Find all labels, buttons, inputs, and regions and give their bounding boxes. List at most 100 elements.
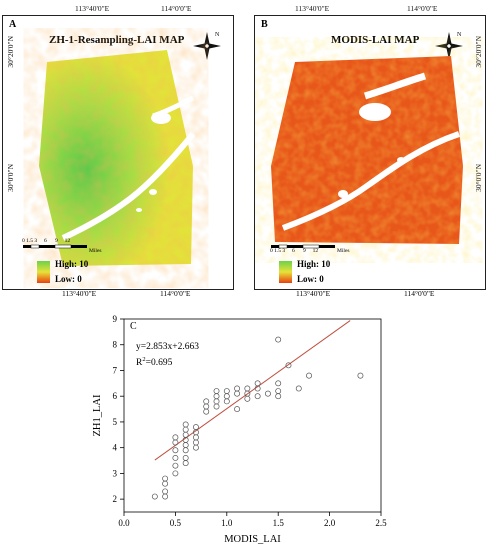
data-point — [172, 462, 179, 469]
legend-low-label: Low: 0 — [297, 274, 324, 284]
data-point — [162, 493, 169, 500]
scale-bar — [23, 244, 87, 249]
scale-tick-labels: 0 1.5 3 6 9 12 — [22, 238, 71, 244]
x-tick-label: 1.0 — [221, 518, 233, 528]
data-point — [182, 431, 189, 438]
plot-frame — [123, 318, 382, 513]
data-point — [162, 480, 169, 487]
data-point — [213, 388, 220, 395]
y-tick-label: 9 — [113, 314, 118, 324]
data-point — [182, 460, 189, 467]
panel-letter: B — [261, 19, 268, 30]
scatter-chart: 0.0 0.5 1.0 1.5 2.0 2.5 2 3 4 5 6 7 8 9 Cy=2.853x+2.66… — [92, 314, 387, 545]
data-point — [275, 336, 282, 343]
data-point — [182, 426, 189, 433]
lai-map-raster-b — [271, 56, 463, 244]
data-point — [223, 388, 230, 395]
y-tick-label: 7 — [113, 365, 118, 375]
top-longitude-label: 113°40'0"E — [75, 4, 110, 13]
y-tick-label: 6 — [113, 391, 118, 401]
scale-bar — [271, 244, 335, 249]
map-panel-a: 113°40'0"E 114°0'0"E 30°20'0"N 30°0'0"N … — [2, 4, 234, 290]
data-point — [203, 398, 210, 405]
data-point — [213, 403, 220, 410]
data-point — [223, 398, 230, 405]
data-point — [172, 434, 179, 441]
data-point — [172, 455, 179, 461]
x-axis-label: MODIS_LAI — [224, 534, 281, 545]
data-point — [193, 424, 199, 431]
panel-letter: A — [9, 19, 17, 30]
lai-map-raster-a — [39, 50, 196, 266]
map-title: MODIS-LAI MAP — [331, 34, 420, 46]
y-tick-label: 4 — [113, 443, 118, 453]
data-point — [306, 372, 312, 379]
data-point — [275, 393, 282, 400]
data-point — [213, 398, 220, 405]
map-title: ZH-1-Resampling-LAI MAP — [49, 34, 185, 46]
data-point — [172, 439, 179, 446]
data-point — [244, 395, 251, 402]
scale-tick-labels: 0 1.5 3 6 9 12 — [270, 248, 319, 254]
data-point — [223, 393, 230, 400]
data-point — [275, 388, 282, 395]
legend-high-label: High: 10 — [55, 259, 89, 269]
legend-color-ramp — [279, 261, 292, 283]
data-point — [182, 421, 189, 428]
data-point — [172, 447, 179, 454]
top-longitude-label: 114°0'0"E — [407, 4, 438, 13]
legend-low-label: Low: 0 — [55, 274, 82, 284]
x-tick-label: 0.5 — [170, 518, 182, 528]
y-tick-label: 3 — [113, 468, 118, 478]
x-tick-label: 2.0 — [324, 518, 336, 528]
data-point — [254, 380, 261, 387]
data-point — [162, 488, 169, 495]
data-point — [234, 406, 241, 413]
x-tick-label: 2.5 — [375, 518, 387, 528]
legend-high-label: High: 10 — [297, 259, 331, 269]
bottom-longitude-label: 114°0'0"E — [404, 289, 435, 298]
data-point — [182, 455, 189, 461]
legend-color-ramp — [37, 261, 50, 283]
data-point — [193, 439, 199, 446]
data-point — [203, 403, 210, 410]
x-tick-label: 1.5 — [273, 518, 285, 528]
data-point — [234, 390, 241, 397]
bottom-longitude-label: 114°0'0"E — [160, 289, 191, 298]
data-point — [244, 385, 251, 392]
scale-unit: Miles — [89, 248, 102, 254]
data-point — [172, 470, 179, 477]
data-point — [254, 393, 261, 400]
map-panel-b: 113°40'0"E 114°0'0"E 30°20'0"N 30°0'0"N … — [254, 4, 486, 290]
top-longitude-label: 114°0'0"E — [161, 4, 192, 13]
north-label: N — [215, 32, 220, 38]
regression-equation: y=2.853x+2.663 — [136, 342, 199, 352]
top-longitude-label: 113°40'0"E — [295, 4, 330, 13]
bottom-longitude-label: 113°40'0"E — [296, 289, 331, 298]
x-tick-label: 0.0 — [118, 518, 130, 528]
north-arrow-icon: N — [193, 32, 221, 60]
data-point — [193, 444, 199, 451]
panel-letter: C — [130, 321, 137, 332]
data-point — [162, 475, 169, 482]
y-tick-label: 5 — [113, 417, 118, 427]
data-point — [357, 372, 364, 379]
scale-unit: Miles — [337, 248, 350, 254]
data-point — [203, 408, 210, 415]
data-point — [213, 393, 220, 400]
data-point — [275, 380, 282, 387]
data-point — [285, 362, 292, 369]
data-point — [295, 385, 302, 392]
y-tick-label: 2 — [113, 494, 118, 504]
north-arrow-icon: N — [435, 32, 463, 60]
y-axis-label: ZH1_LAI — [92, 394, 103, 436]
bottom-longitude-label: 113°40'0"E — [62, 289, 97, 298]
data-point — [193, 434, 199, 441]
y-tick-label: 8 — [113, 340, 118, 350]
data-point — [151, 493, 158, 500]
data-point — [182, 447, 189, 454]
data-point — [264, 390, 271, 397]
data-point — [234, 385, 241, 392]
data-point — [182, 442, 189, 449]
north-label: N — [457, 32, 462, 38]
